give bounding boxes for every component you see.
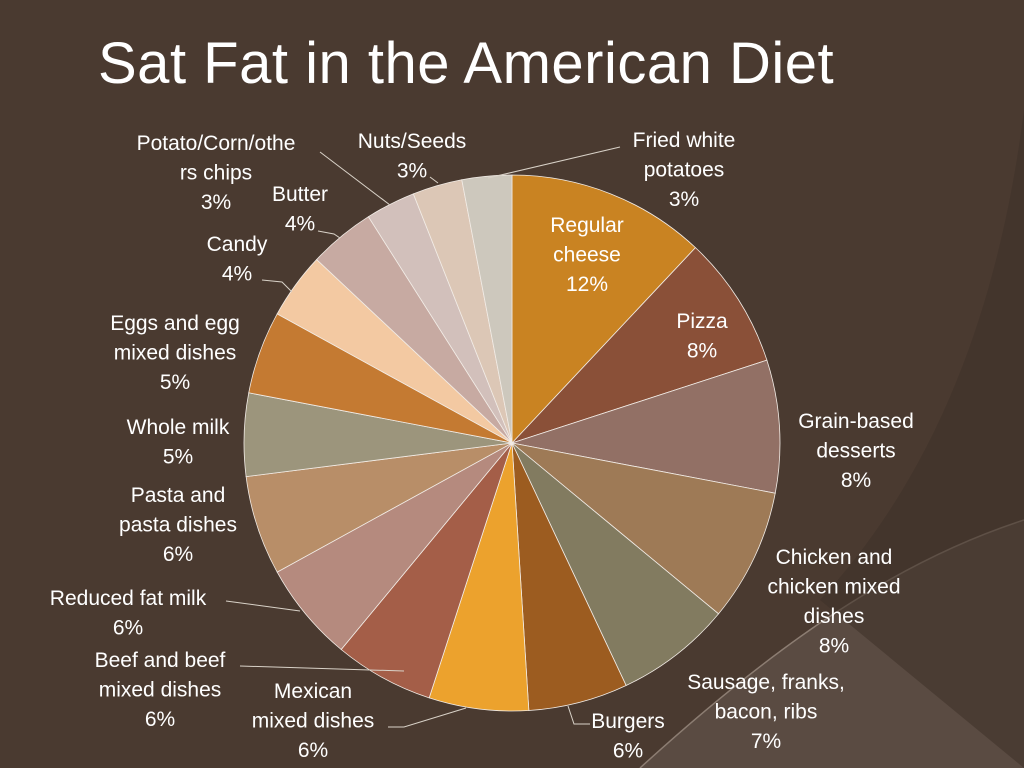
pie-slice-regular-cheese <box>511 174 697 445</box>
slice-label-mexican-mixed-dishes: Mexican mixed dishes 6% <box>252 680 375 762</box>
slice-label-potato-corn-others-chips: Potato/Corn/othe rs chips 3% <box>137 132 296 214</box>
leader-line-butter <box>317 230 341 239</box>
leader-line-fried-white-potatoes <box>487 146 621 179</box>
leader-line-potato-corn-others-chips <box>319 151 391 206</box>
slice-label-nuts-seeds: Nuts/Seeds 3% <box>358 130 467 183</box>
leader-line-reduced-fat-milk <box>225 600 301 612</box>
slice-value-reduced-fat-milk: 6% <box>113 617 143 640</box>
slice-value-beef-and-beef-mixed-dishes: 6% <box>145 708 175 731</box>
slice-label-whole-milk: Whole milk 5% <box>127 416 230 469</box>
pie-slice-sausage-franks-bacon-ribs <box>511 442 720 687</box>
slice-label-pizza: Pizza 8% <box>676 310 728 363</box>
slice-value-regular-cheese: 12% <box>566 273 608 296</box>
pie-slice-chicken-and-chicken-mixed-dishes <box>511 442 776 615</box>
pie-slice-grain-based-desserts <box>511 359 781 494</box>
slice-label-fried-white-potatoes: Fried white potatoes 3% <box>633 129 736 211</box>
slice-label-butter: Butter 4% <box>272 183 328 236</box>
leader-line-candy <box>261 279 293 293</box>
slice-value-butter: 4% <box>285 213 315 236</box>
leader-line-nuts-seeds <box>429 176 439 184</box>
slice-label-chicken-and-chicken-mixed-dishes: Chicken and chicken mixed dishes 8% <box>767 546 900 658</box>
slice-value-sausage-franks-bacon-ribs: 7% <box>751 730 781 753</box>
slice-value-whole-milk: 5% <box>163 446 193 469</box>
slice-labels: Regular cheese 12% Pizza 8% Grain-based desser… <box>50 129 914 763</box>
slice-value-mexican-mixed-dishes: 6% <box>298 739 328 762</box>
background-swoosh-dark <box>820 110 1024 768</box>
leader-line-mexican-mixed-dishes <box>388 707 467 728</box>
slice-value-grain-based-desserts: 8% <box>841 469 871 492</box>
leader-line-beef-and-beef-mixed-dishes <box>239 665 405 672</box>
slice-value-chicken-and-chicken-mixed-dishes: 8% <box>819 635 849 658</box>
slice-label-burgers: Burgers 6% <box>591 710 665 763</box>
slice-value-pizza: 8% <box>687 340 717 363</box>
slice-value-burgers: 6% <box>613 740 643 763</box>
leader-lines <box>225 146 621 728</box>
slice-value-eggs-and-egg-mixed-dishes: 5% <box>160 371 190 394</box>
slice-value-candy: 4% <box>222 263 252 286</box>
pie-slice-pizza <box>511 247 768 444</box>
slide-title: Sat Fat in the American Diet <box>98 31 835 96</box>
slice-value-pasta-and-pasta-dishes: 6% <box>163 543 193 566</box>
slice-label-regular-cheese: Regular cheese 12% <box>550 214 624 296</box>
slice-label-sausage-franks-bacon-ribs: Sausage, franks, bacon, ribs 7% <box>687 671 845 753</box>
slice-label-candy: Candy 4% <box>207 233 268 286</box>
slice-label-eggs-and-egg-mixed-dishes: Eggs and egg mixed dishes 5% <box>110 312 240 394</box>
pie-slice-fried-white-potatoes <box>461 174 513 444</box>
slice-value-potato-corn-others-chips: 3% <box>201 191 231 214</box>
slice-label-beef-and-beef-mixed-dishes: Beef and beef mixed dishes 6% <box>95 649 226 731</box>
slice-label-grain-based-desserts: Grain-based desserts 8% <box>798 410 914 492</box>
leader-line-burgers <box>567 705 590 725</box>
slice-value-fried-white-potatoes: 3% <box>669 188 699 211</box>
slice-label-reduced-fat-milk: Reduced fat milk 6% <box>50 587 207 640</box>
slice-value-nuts-seeds: 3% <box>397 160 427 183</box>
pie-slices <box>243 174 781 712</box>
slice-label-pasta-and-pasta-dishes: Pasta and pasta dishes 6% <box>119 484 237 566</box>
